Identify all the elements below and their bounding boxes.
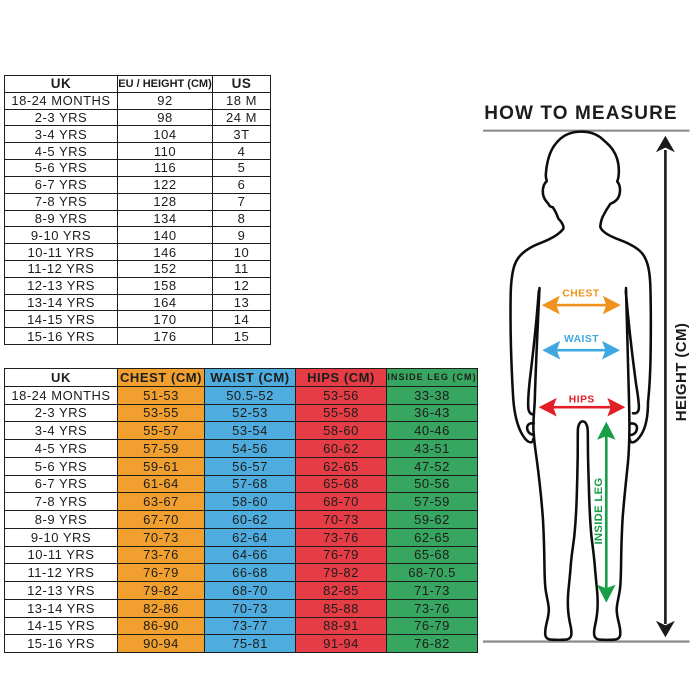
- svg-text:INSIDE LEG: INSIDE LEG: [593, 477, 605, 544]
- svg-text:HEIGHT (CM): HEIGHT (CM): [673, 323, 690, 422]
- svg-text:HIPS: HIPS: [569, 394, 595, 405]
- svg-text:WAIST: WAIST: [564, 334, 599, 345]
- svg-text:CHEST: CHEST: [562, 289, 600, 300]
